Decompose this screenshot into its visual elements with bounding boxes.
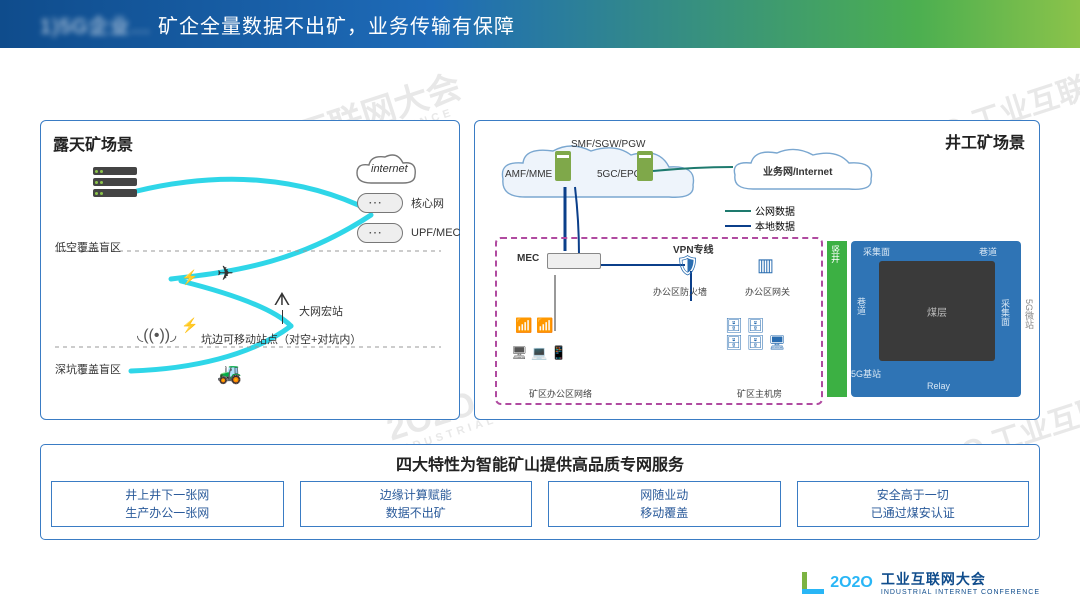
bolt-icon: ⚡ xyxy=(181,269,198,286)
legend: 公网数据 本地数据 xyxy=(725,203,795,233)
features-section: 四大特性为智能矿山提供高品质专网服务 井上井下一张网生产办公一张网 边缘计算赋能… xyxy=(40,444,1040,540)
wifi-icon: ◟((•))◞ xyxy=(137,325,176,345)
label-face-right: 采集面 xyxy=(999,299,1012,326)
feature-1: 井上井下一张网生产办公一张网 xyxy=(51,481,284,527)
label-5g-bs: 5G基站 xyxy=(851,367,881,380)
header-blurred-prefix: 1)5G企业… xyxy=(40,16,151,38)
label-relay: Relay xyxy=(927,381,950,391)
shield-icon: 🛡 xyxy=(675,253,700,278)
label-mec: MEC xyxy=(517,253,539,264)
server-rack-icon xyxy=(93,167,137,200)
logo-mark-icon xyxy=(802,572,824,594)
features-title: 四大特性为智能矿山提供高品质专网服务 xyxy=(51,451,1029,475)
logo-cn: 工业互联网大会 xyxy=(881,569,1040,589)
legend-local: 本地数据 xyxy=(755,218,795,233)
cloud-internet-icon: internet xyxy=(351,151,421,196)
feature-3: 网随业动移动覆盖 xyxy=(548,481,781,527)
label-deep-pit: 深坑覆盖盲区 xyxy=(55,361,121,377)
footer-logo: 2O2O 工业互联网大会 INDUSTRIAL INTERNET CONFERE… xyxy=(802,569,1040,596)
label-mobile-site: 坑边可移动站点（对空+对坑内） xyxy=(201,331,361,347)
label-internet: internet xyxy=(371,163,408,175)
wifi-ap-icon: 📶 📶 xyxy=(515,317,554,334)
drone-icon: ✈ xyxy=(217,261,234,286)
devices-icon: 🖥 💻 📱 xyxy=(511,345,567,361)
label-lane: 巷道 xyxy=(979,245,997,258)
label-host-room: 矿区主机房 xyxy=(737,387,782,400)
shaft-bar xyxy=(827,241,847,397)
label-shaft: 竖井 xyxy=(829,245,842,263)
label-low-altitude: 低空覆盖盲区 xyxy=(55,239,121,255)
label-core-net: 核心网 xyxy=(411,195,444,211)
label-firewall: 办公区防火墙 xyxy=(653,285,707,298)
slide-header: 1)5G企业… 矿企全量数据不出矿，业务传输有保障 xyxy=(0,0,1080,48)
logo-year: 2O2O xyxy=(830,574,873,592)
feature-4: 安全高于一切已通过煤安认证 xyxy=(797,481,1030,527)
bolt-icon: ⚡ xyxy=(181,317,198,334)
right-panel-underground: 井工矿场景 SMF/SGW/PGW AMF/MME 5GC/EPC 业务网/In… xyxy=(474,120,1040,420)
mec-device-icon xyxy=(547,253,601,269)
label-gateway: 办公区网关 xyxy=(745,285,790,298)
label-5g-micro: 5G微站 xyxy=(1023,299,1036,329)
label-upf-mec: UPF/MEC xyxy=(411,227,461,239)
router-icon xyxy=(357,223,403,243)
header-title: 矿企全量数据不出矿，业务传输有保障 xyxy=(158,16,515,38)
logo-en: INDUSTRIAL INTERNET CONFERENCE xyxy=(881,589,1040,596)
legend-public: 公网数据 xyxy=(755,203,795,218)
coal-seam-box: 煤层 xyxy=(879,261,995,361)
gateway-icon: ▥ xyxy=(757,255,774,276)
router-icon xyxy=(357,193,403,213)
servers-icon: 🗄 🗄🗄 🗄 🖥 xyxy=(725,317,786,351)
label-lane-v: 巷道 xyxy=(855,297,868,315)
label-office-net: 矿区办公区网络 xyxy=(529,387,592,400)
macro-antenna-icon: ᗑ xyxy=(271,289,293,324)
left-panel-open-pit: 露天矿场景 internet 核心网 UPF/MEC 低空覆盖盲区 ✈ ⚡ ᗑ … xyxy=(40,120,460,420)
label-macro-site: 大网宏站 xyxy=(299,303,343,319)
label-face-top: 采集面 xyxy=(863,245,890,258)
feature-2: 边缘计算赋能数据不出矿 xyxy=(300,481,533,527)
tractor-icon: 🚜 xyxy=(217,361,242,386)
